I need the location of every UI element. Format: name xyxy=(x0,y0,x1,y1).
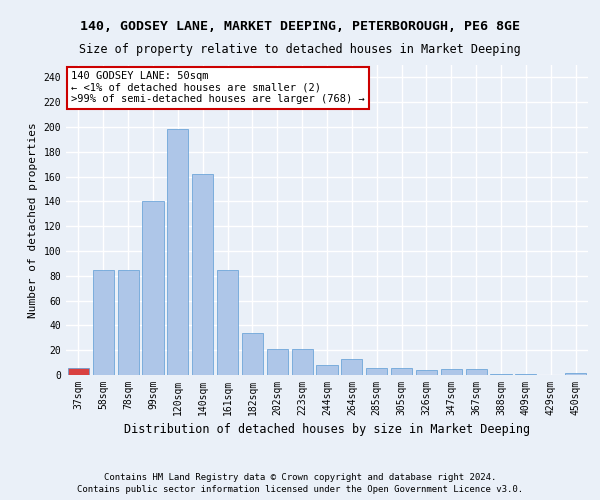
Bar xyxy=(167,130,188,375)
Bar xyxy=(292,349,313,375)
Text: Size of property relative to detached houses in Market Deeping: Size of property relative to detached ho… xyxy=(79,42,521,56)
Bar xyxy=(217,270,238,375)
Bar xyxy=(93,270,114,375)
Bar xyxy=(341,359,362,375)
Bar xyxy=(366,368,387,375)
Bar xyxy=(242,333,263,375)
Text: Contains public sector information licensed under the Open Government Licence v3: Contains public sector information licen… xyxy=(77,485,523,494)
Bar xyxy=(391,368,412,375)
Bar xyxy=(192,174,213,375)
Bar xyxy=(142,202,164,375)
Bar xyxy=(267,349,288,375)
Text: 140, GODSEY LANE, MARKET DEEPING, PETERBOROUGH, PE6 8GE: 140, GODSEY LANE, MARKET DEEPING, PETERB… xyxy=(80,20,520,33)
Bar xyxy=(118,270,139,375)
Bar xyxy=(565,372,586,375)
Bar xyxy=(416,370,437,375)
Y-axis label: Number of detached properties: Number of detached properties xyxy=(28,122,38,318)
X-axis label: Distribution of detached houses by size in Market Deeping: Distribution of detached houses by size … xyxy=(124,424,530,436)
Bar xyxy=(68,368,89,375)
Bar xyxy=(316,365,338,375)
Bar xyxy=(441,369,462,375)
Bar xyxy=(515,374,536,375)
Text: 140 GODSEY LANE: 50sqm
← <1% of detached houses are smaller (2)
>99% of semi-det: 140 GODSEY LANE: 50sqm ← <1% of detached… xyxy=(71,71,365,104)
Bar xyxy=(490,374,512,375)
Bar xyxy=(466,369,487,375)
Text: Contains HM Land Registry data © Crown copyright and database right 2024.: Contains HM Land Registry data © Crown c… xyxy=(104,472,496,482)
